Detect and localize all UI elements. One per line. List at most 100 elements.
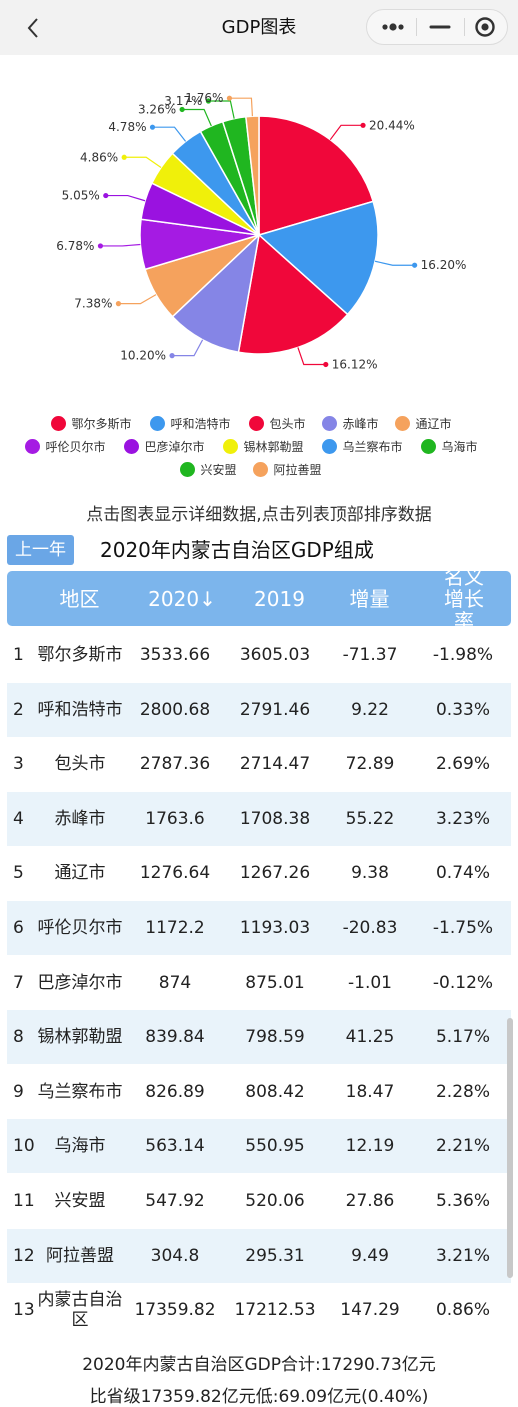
- legend-item[interactable]: 兴安盟: [179, 461, 237, 479]
- legend-item[interactable]: 阿拉善盟: [252, 461, 322, 479]
- pie-data-label: 20.44%: [369, 118, 415, 132]
- legend-label: 阿拉善盟: [273, 463, 322, 477]
- cell-index: 5: [13, 863, 24, 884]
- pie-leader-line: [152, 126, 187, 142]
- cell-2019: 875.01: [245, 972, 305, 993]
- legend-swatch: [420, 439, 436, 454]
- target-close-icon: [475, 17, 495, 37]
- legend-item[interactable]: 鄂尔多斯市: [50, 415, 132, 433]
- pie-data-label: 16.20%: [421, 258, 467, 272]
- cell-growth: -0.12%: [432, 972, 494, 993]
- legend-label: 乌海市: [441, 440, 478, 454]
- pie-data-label: 16.12%: [332, 357, 378, 371]
- legend-swatch: [50, 416, 66, 431]
- legend-label: 锡林郭勒盟: [243, 440, 304, 454]
- gdp-pie-chart[interactable]: 20.44% 16.20% 16.12% 10.20% 7.38% 6.78% 5.05% 4…: [0, 55, 518, 495]
- legend-label: 通辽市: [415, 417, 452, 431]
- cell-index: 9: [13, 1081, 24, 1102]
- table-row[interactable]: 4 赤峰市 1763.6 1708.38 55.22 3.23%: [7, 791, 511, 846]
- header-2019[interactable]: 2019: [254, 586, 305, 611]
- minimize-button[interactable]: [417, 10, 464, 44]
- header-region[interactable]: 地区: [59, 586, 100, 611]
- pie-chart-canvas[interactable]: 20.44% 16.20% 16.12% 10.20% 7.38% 6.78% 5.05% 4…: [0, 55, 518, 415]
- pie-data-label: 5.05%: [62, 189, 100, 203]
- pie-leader-line: [208, 100, 235, 119]
- table-scrollbar[interactable]: [507, 1018, 513, 1278]
- table-row[interactable]: 5 通辽市 1276.64 1267.26 9.38 0.74%: [7, 846, 511, 900]
- cell-delta: 9.22: [351, 699, 389, 720]
- cell-index: 8: [13, 1027, 24, 1048]
- table-row[interactable]: 11 兴安盟 547.92 520.06 27.86 5.36%: [7, 1174, 511, 1228]
- table-row[interactable]: 10 乌海市 563.14 550.95 12.19 2.21%: [7, 1119, 511, 1174]
- legend-item[interactable]: 巴彦淖尔市: [123, 438, 205, 456]
- cell-region: 呼和浩特市: [37, 699, 123, 720]
- cell-growth: 2.28%: [435, 1081, 490, 1102]
- pie-leader-line: [105, 194, 146, 202]
- cell-2020: 304.8: [150, 1245, 200, 1266]
- legend-item[interactable]: 呼和浩特市: [149, 415, 231, 433]
- cell-delta: 147.29: [340, 1300, 400, 1321]
- cell-delta: 55.22: [345, 808, 395, 829]
- cell-2019: 1267.26: [239, 863, 311, 884]
- table-row[interactable]: 7 巴彦淖尔市 874 875.01 -1.01 -0.12%: [7, 956, 511, 1010]
- legend-item[interactable]: 乌海市: [420, 438, 478, 456]
- header-delta[interactable]: 增量: [349, 586, 390, 611]
- legend-swatch: [394, 416, 410, 431]
- pie-data-label: 7.38%: [74, 297, 112, 311]
- legend-item[interactable]: 乌兰察布市: [321, 438, 403, 456]
- previous-year-button[interactable]: 上一年: [7, 535, 74, 565]
- cell-2020: 17359.82: [134, 1300, 216, 1321]
- cell-2019: 2791.46: [239, 699, 311, 720]
- table-row[interactable]: 13 内蒙古自治区 17359.82 17212.53 147.29 0.86%: [7, 1283, 511, 1337]
- cell-index: 3: [13, 754, 24, 775]
- pie-data-label: 4.78%: [108, 120, 146, 134]
- cell-delta: 12.19: [345, 1136, 395, 1157]
- legend-item[interactable]: 锡林郭勒盟: [222, 438, 304, 456]
- header-growth-rate[interactable]: 名义增长率: [444, 564, 484, 633]
- pie-leader-line: [229, 97, 254, 117]
- cell-2020: 3533.66: [139, 645, 211, 665]
- table-row[interactable]: 8 锡林郭勒盟 839.84 798.59 41.25 5.17%: [7, 1010, 511, 1065]
- legend-item[interactable]: 呼伦贝尔市: [24, 438, 106, 456]
- pie-slice[interactable]: [171, 232, 261, 354]
- cell-delta: 27.86: [345, 1191, 395, 1211]
- header-2020[interactable]: 2020↓: [148, 586, 216, 611]
- back-button[interactable]: [20, 14, 48, 42]
- pie-leader-line: [118, 294, 157, 305]
- table-row[interactable]: 1 鄂尔多斯市 3533.66 3605.03 -71.37 -1.98%: [7, 628, 511, 682]
- more-button[interactable]: [369, 10, 416, 44]
- pie-label-marker: [149, 124, 156, 130]
- cell-2019: 295.31: [245, 1245, 305, 1266]
- table-row[interactable]: 9 乌兰察布市 826.89 808.42 18.47 2.28%: [7, 1065, 511, 1119]
- legend-item[interactable]: 通辽市: [394, 415, 452, 433]
- legend-label: 赤峰市: [342, 417, 379, 431]
- table-row[interactable]: 3 包头市 2787.36 2714.47 72.89 2.69%: [7, 737, 511, 791]
- cell-delta: -1.01: [348, 972, 392, 993]
- cell-region: 包头市: [54, 754, 106, 775]
- cell-2020: 547.92: [145, 1191, 205, 1211]
- cell-growth: 0.33%: [435, 699, 490, 720]
- pie-leader-line: [182, 108, 212, 127]
- cell-2019: 808.42: [245, 1081, 305, 1102]
- pie-label-marker: [103, 192, 109, 199]
- cell-index: 13: [13, 1300, 35, 1321]
- cell-2020: 2800.68: [139, 699, 211, 720]
- pie-label-marker: [97, 243, 104, 249]
- legend-item[interactable]: 赤峰市: [321, 415, 379, 433]
- legend-swatch: [321, 416, 337, 431]
- close-button[interactable]: [463, 10, 510, 44]
- pie-slice[interactable]: [258, 115, 375, 237]
- table-row[interactable]: 12 阿拉善盟 304.8 295.31 9.49 3.21%: [7, 1228, 511, 1283]
- cell-region: 鄂尔多斯市: [37, 645, 123, 665]
- pie-data-label: 10.20%: [120, 349, 166, 363]
- cell-2020: 839.84: [145, 1027, 205, 1048]
- pie-leader-line: [329, 124, 364, 141]
- cell-growth: 5.17%: [435, 1027, 490, 1048]
- table-row[interactable]: 2 呼和浩特市 2800.68 2791.46 9.22 0.33%: [7, 682, 511, 737]
- cell-growth: 0.86%: [435, 1300, 490, 1321]
- table-row[interactable]: 6 呼伦贝尔市 1172.2 1193.03 -20.83 -1.75%: [7, 901, 511, 955]
- legend-item[interactable]: 包头市: [248, 415, 306, 433]
- cell-region: 巴彦淖尔市: [37, 972, 123, 993]
- cell-index: 4: [13, 808, 24, 829]
- cell-delta: 18.47: [345, 1081, 395, 1102]
